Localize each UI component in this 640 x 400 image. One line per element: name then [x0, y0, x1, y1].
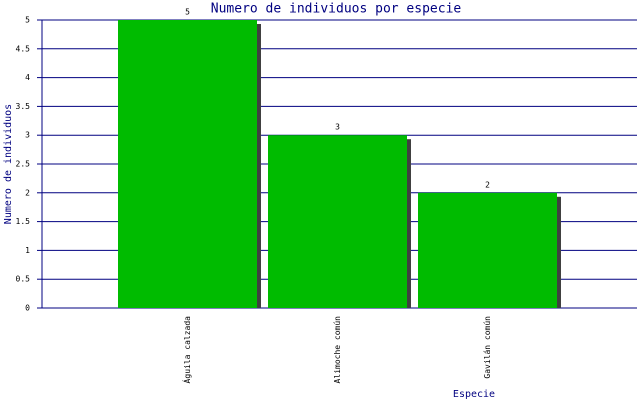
x-tick-label: Águila calzada — [181, 316, 192, 384]
y-tick-label: 4.5 — [16, 44, 31, 53]
y-tick-label: 5 — [25, 16, 30, 25]
bar-shadow — [257, 24, 261, 308]
x-tick-label: Alimoche común — [333, 316, 342, 384]
value-label: 3 — [335, 123, 340, 132]
y-tick-label: 2 — [25, 188, 30, 197]
y-tick-label: 3.5 — [16, 102, 31, 111]
x-tick-label: Gavilán común — [483, 316, 492, 379]
bar — [418, 192, 557, 308]
x-axis-title: Especie — [453, 389, 495, 400]
bar — [268, 135, 407, 308]
value-label: 2 — [485, 180, 490, 189]
chart-title: Numero de individuos por especie — [211, 2, 462, 17]
y-tick-label: 1 — [25, 246, 30, 255]
value-label: 5 — [185, 8, 190, 17]
y-axis-title: Numero de individuos — [3, 104, 14, 224]
y-tick-label: 2.5 — [16, 160, 31, 169]
y-tick-label: 1.5 — [16, 217, 31, 226]
bar-shadow — [407, 139, 411, 308]
y-tick-label: 0.5 — [16, 275, 31, 284]
y-tick-label: 3 — [25, 131, 30, 140]
y-tick-label: 0 — [25, 304, 30, 313]
y-tick-label: 4 — [25, 73, 30, 82]
bar-shadow — [557, 196, 561, 308]
bar — [118, 20, 257, 308]
